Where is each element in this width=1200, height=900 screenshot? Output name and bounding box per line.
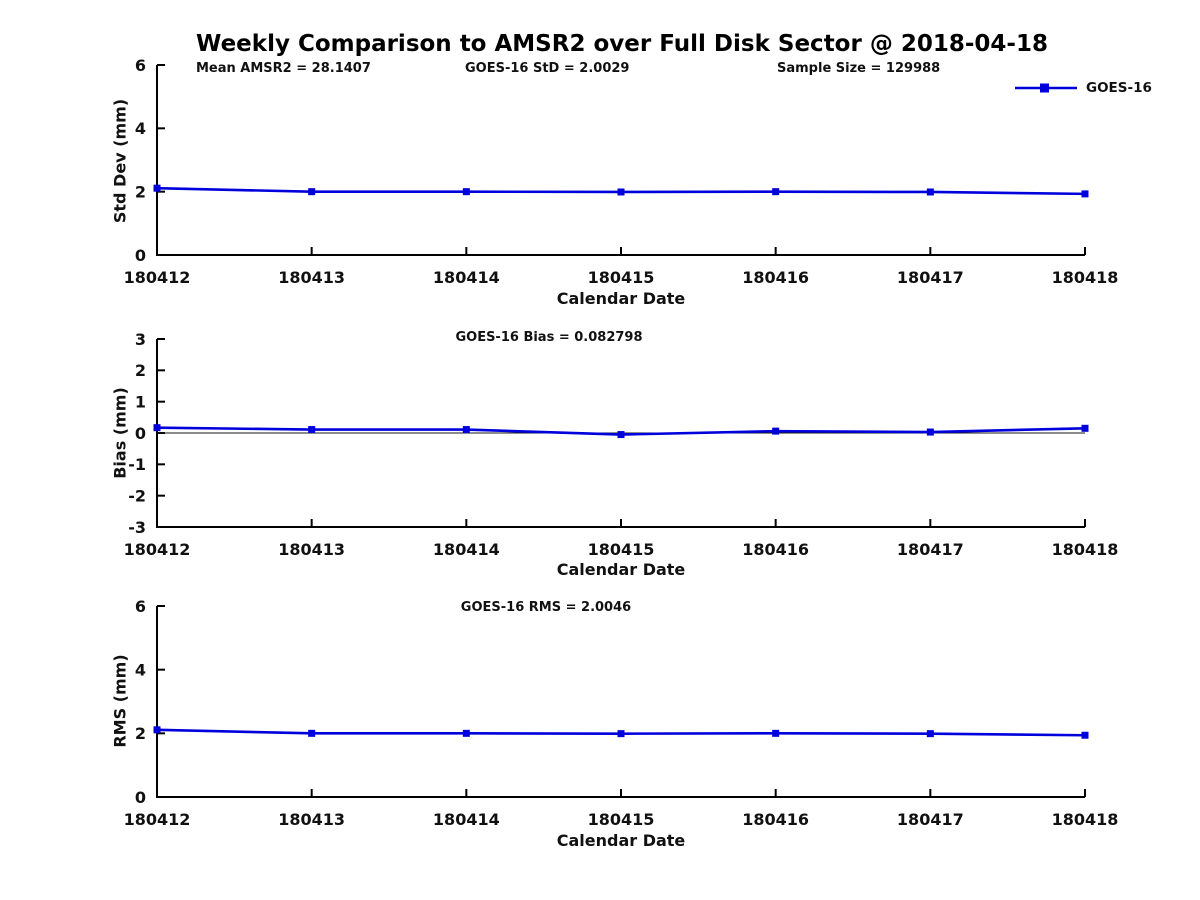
data-point-marker (153, 184, 161, 192)
data-point-marker (617, 188, 625, 196)
axis-lines (156, 65, 1085, 256)
y-tick-label: 0 (135, 246, 146, 265)
y-axis-label-bias: Bias (mm) (110, 387, 130, 479)
y-tick-label: -3 (128, 518, 146, 537)
data-point-marker (308, 188, 316, 196)
y-tick-label: 2 (135, 361, 146, 380)
data-point-marker (1081, 190, 1089, 198)
y-axis-label-rms: RMS (mm) (110, 654, 130, 748)
x-axis-label-chart1: Calendar Date (556, 289, 686, 308)
data-point-marker (153, 726, 161, 734)
y-tick-label: -1 (128, 455, 146, 474)
annotation-goes16-rms: GOES-16 RMS = 2.0046 (460, 600, 632, 615)
chart-3: 0 2 4 6 180412 180413 180414 180415 180416 180417… (124, 597, 1119, 829)
x-axis-label-chart3: Calendar Date (556, 831, 686, 850)
x-tick-label: 180416 (742, 268, 809, 287)
x-tick-label: 180412 (124, 268, 191, 287)
data-point-marker (772, 188, 780, 196)
data-point-marker (462, 426, 470, 434)
y-tick-label: 2 (135, 724, 146, 743)
x-tick-label: 180414 (433, 540, 500, 559)
y-tick-label: 2 (135, 182, 146, 201)
legend-marker-icon (1040, 83, 1049, 93)
annotation-goes16-bias: GOES-16 Bias = 0.082798 (455, 330, 643, 345)
data-point-marker (617, 730, 625, 738)
y-tick-label: 0 (135, 788, 146, 807)
x-tick-label: 180416 (742, 810, 809, 829)
data-point-marker (772, 729, 780, 737)
x-tick-label: 180412 (124, 540, 191, 559)
x-tick-label: 180412 (124, 810, 191, 829)
data-point-marker (1081, 424, 1089, 432)
legend-sample-icon (1015, 83, 1077, 93)
data-point-marker (308, 729, 316, 737)
x-tick-label: 180416 (742, 540, 809, 559)
y-tick-label: 4 (135, 119, 146, 138)
x-tick-label: 180417 (897, 540, 964, 559)
y-axis-label-stddev: Std Dev (mm) (110, 98, 130, 224)
annotation-sample-size: Sample Size = 129988 (777, 61, 941, 76)
x-tick-label: 180413 (278, 540, 345, 559)
y-tick-label: -2 (128, 486, 146, 505)
x-tick-label: 180415 (588, 268, 655, 287)
x-tick-label: 180418 (1052, 268, 1119, 287)
x-tick-label: 180418 (1052, 540, 1119, 559)
y-tick-label: 4 (135, 660, 146, 679)
x-tick-label: 180414 (433, 268, 500, 287)
annotation-mean-amsr2: Mean AMSR2 = 28.1407 (196, 61, 371, 76)
chart-2: 3 2 1 0 -1 -2 -3 180412 180413 180414 180415 180416… (124, 330, 1119, 559)
y-tick-label: 6 (135, 597, 146, 616)
annotation-goes16-std: GOES-16 StD = 2.0029 (465, 61, 630, 76)
data-point-marker (462, 188, 470, 196)
data-point-marker (1081, 731, 1089, 739)
data-point-marker (926, 730, 934, 738)
x-tick-label: 180415 (588, 540, 655, 559)
x-tick-label: 180417 (897, 268, 964, 287)
y-tick-label: 3 (135, 330, 146, 349)
chart-1: 0 2 4 6 180412 180413 180414 180415 180416 180417… (124, 56, 1119, 287)
x-axis-label-chart2: Calendar Date (556, 560, 686, 579)
axis-lines (156, 606, 1085, 798)
x-tick-label: 180418 (1052, 810, 1119, 829)
data-point-marker (772, 427, 780, 435)
y-tick-label: 0 (135, 424, 146, 443)
x-tick-label: 180417 (897, 810, 964, 829)
x-tick-label: 180414 (433, 810, 500, 829)
x-tick-label: 180415 (588, 810, 655, 829)
data-point-marker (617, 431, 625, 439)
legend: GOES-16 (1014, 80, 1152, 96)
data-point-marker (462, 729, 470, 737)
data-point-marker (308, 426, 316, 434)
data-point-marker (926, 188, 934, 196)
x-tick-label: 180413 (278, 268, 345, 287)
y-tick-label: 1 (135, 392, 146, 411)
figure-title: Weekly Comparison to AMSR2 over Full Dis… (196, 31, 1048, 57)
x-tick-label: 180413 (278, 810, 345, 829)
legend-label: GOES-16 (1086, 80, 1152, 96)
data-point-marker (153, 424, 161, 432)
data-point-marker (926, 428, 934, 436)
y-tick-label: 6 (135, 56, 146, 75)
